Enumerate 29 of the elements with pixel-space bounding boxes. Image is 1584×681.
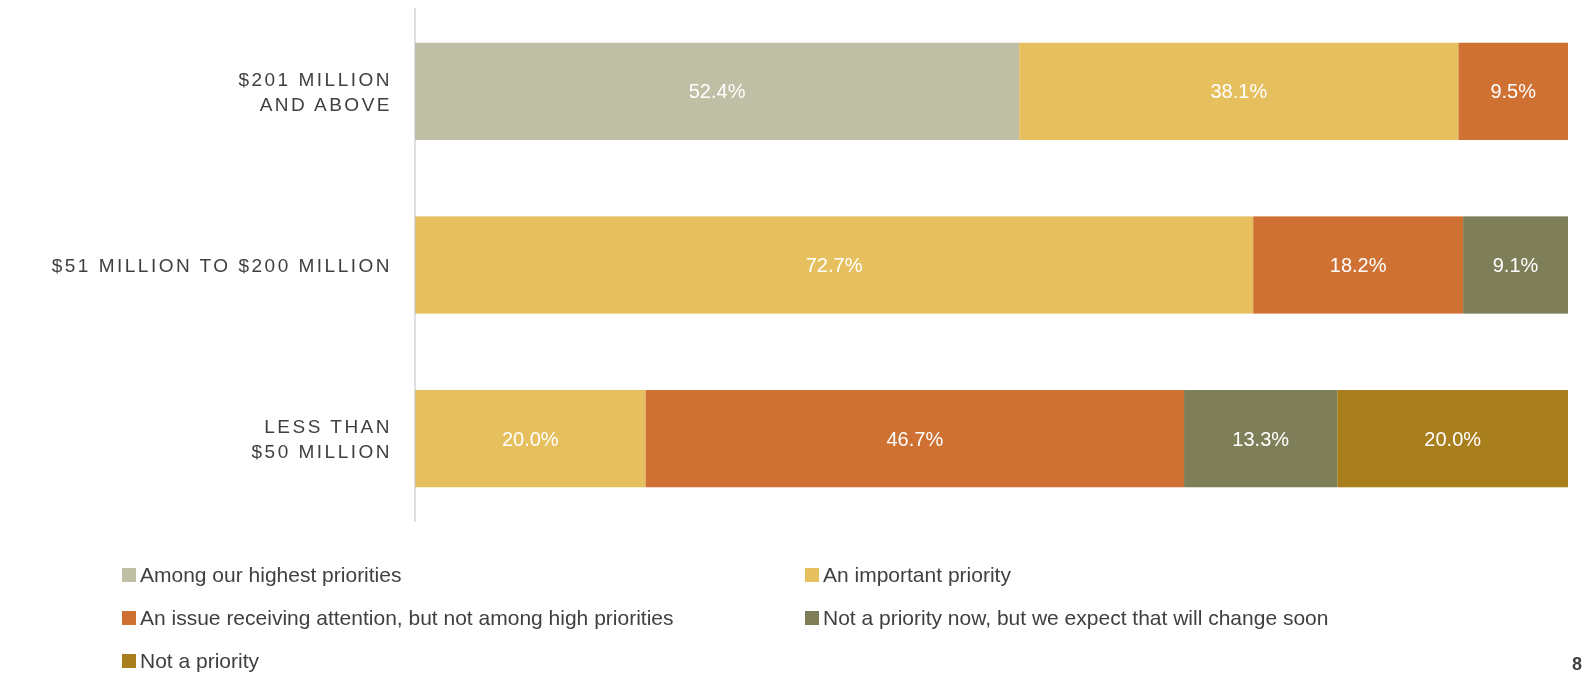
bar: [415, 390, 646, 488]
bar: [645, 390, 1185, 488]
legend-label: An issue receiving attention, but not among high priorities: [140, 606, 674, 630]
data-label: 46.7%: [886, 427, 944, 450]
data-label: 72.7%: [805, 254, 863, 276]
data-label: 52.4%: [688, 80, 746, 103]
bar: [1019, 42, 1459, 140]
bar: [1184, 390, 1338, 488]
bar: [1458, 42, 1568, 140]
data-label: 9.5%: [1490, 80, 1537, 103]
data-label: 9.1%: [1492, 254, 1539, 276]
legend-label: Not a priority now, but we expect that will change soon: [823, 606, 1329, 630]
y-tick-label: $201 MILLION AND ABOVE: [238, 68, 392, 115]
y-tick-label: LESS THAN $50 MILLION: [251, 415, 392, 462]
bar: [1337, 390, 1568, 488]
data-label: 13.3%: [1232, 427, 1290, 450]
y-tick-label: $51 MILLION TO $200 MILLION: [51, 254, 392, 276]
data-label: 20.0%: [501, 427, 559, 450]
legend-label: Among our highest priorities: [140, 563, 402, 587]
bar: [1253, 216, 1464, 314]
text: 8: [1571, 654, 1582, 674]
legend-label: An important priority: [823, 563, 1012, 587]
bar: [415, 42, 1020, 140]
data-label: 38.1%: [1210, 80, 1268, 103]
bar: [415, 216, 1254, 314]
legend-label: Not a priority: [140, 649, 260, 673]
bar: [1463, 216, 1568, 314]
data-label: 20.0%: [1424, 427, 1482, 450]
data-label: 18.2%: [1329, 254, 1387, 276]
